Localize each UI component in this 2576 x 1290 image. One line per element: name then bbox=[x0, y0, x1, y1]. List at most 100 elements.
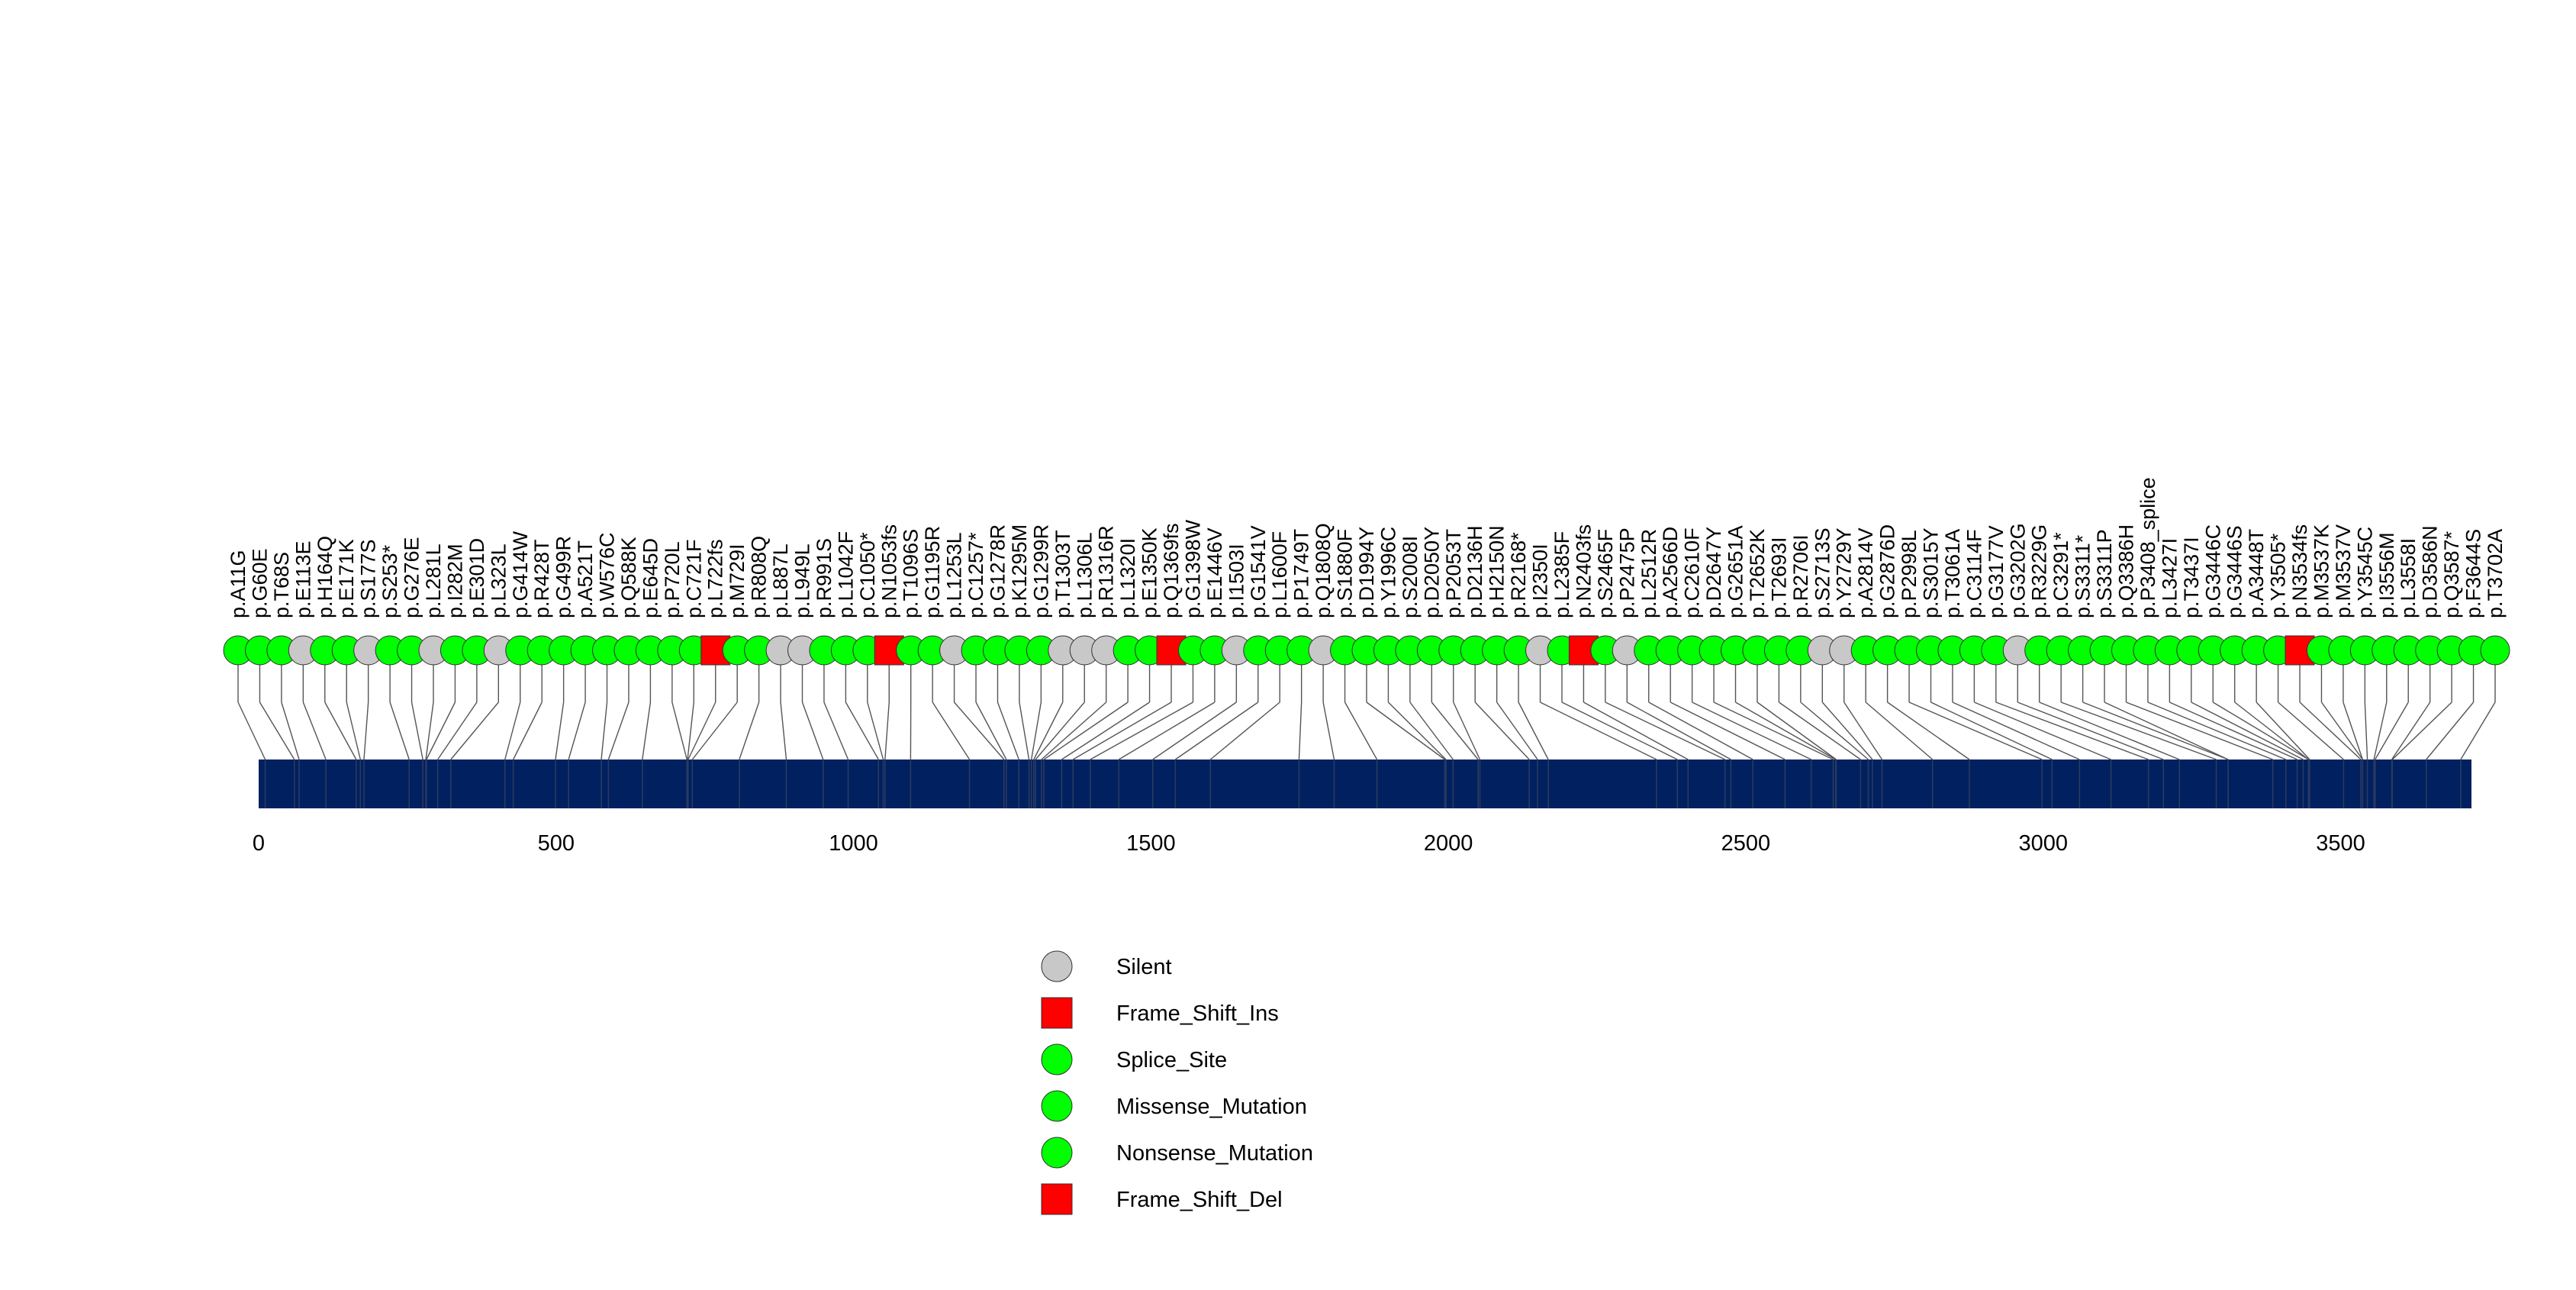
mutation-label: p.E301D bbox=[465, 538, 488, 618]
legend-label: Splice_Site bbox=[1116, 1048, 1227, 1072]
mutation-label: p.A2566D bbox=[1659, 527, 1682, 618]
connector-line bbox=[1322, 701, 1335, 760]
mutation-label: p.W576C bbox=[596, 532, 619, 618]
mutation-label: p.L722fs bbox=[704, 539, 727, 618]
connector-line bbox=[1908, 701, 2043, 760]
connector-line bbox=[932, 701, 971, 760]
connector-line bbox=[739, 701, 760, 760]
mutation-label: p.L3558I bbox=[2397, 538, 2420, 618]
mutation-label: p.L887L bbox=[769, 543, 792, 618]
mutation-label: p.Y2729Y bbox=[1833, 527, 1856, 618]
connector-line bbox=[997, 701, 1019, 760]
mutation-label: p.G3446S bbox=[2223, 525, 2246, 618]
x-axis: 0 500 1000 1500 2000 2500 3000 3500 bbox=[253, 831, 2365, 856]
mutation-label: p.A11G bbox=[227, 550, 250, 618]
mutation-label: p.G499R bbox=[552, 536, 575, 618]
mutation-label: p.T3702A bbox=[2484, 529, 2507, 618]
connector-line bbox=[801, 701, 824, 760]
mutation-marker-circle bbox=[2480, 635, 2510, 666]
connector-line bbox=[867, 701, 884, 760]
mutation-label: p.I3556M bbox=[2375, 532, 2398, 618]
mutation-label: p.G2651A bbox=[1724, 525, 1747, 618]
legend-label: Silent bbox=[1116, 955, 1172, 979]
mutation-label: p.A2814V bbox=[1854, 527, 1877, 618]
mutation-label: p.S3311* bbox=[2072, 534, 2095, 618]
connector-line bbox=[281, 701, 300, 760]
connector-line bbox=[2343, 701, 2364, 760]
mutation-label: p.Q1369fs bbox=[1160, 523, 1183, 618]
connector-line bbox=[823, 701, 849, 760]
connector-line bbox=[1821, 701, 1873, 760]
mutation-label: p.P3408_splice bbox=[2136, 477, 2159, 618]
mutation-label: p.R1316R bbox=[1095, 525, 1118, 618]
connector-line bbox=[2039, 701, 2180, 760]
connector-line bbox=[1041, 701, 1107, 760]
connector-line bbox=[555, 701, 565, 760]
connector-line bbox=[642, 701, 652, 760]
mutation-label: p.R808Q bbox=[748, 536, 771, 618]
connector-line bbox=[975, 701, 1007, 760]
connector-line bbox=[687, 701, 716, 760]
mutation-label: p.P720L bbox=[661, 541, 684, 618]
mutation-label: p.L2385F bbox=[1550, 531, 1573, 618]
connector-line bbox=[1626, 701, 1731, 760]
protein-bar-position-marks bbox=[264, 759, 2462, 808]
connector-line bbox=[1974, 701, 2111, 760]
connector-line bbox=[259, 701, 295, 760]
mutation-label: p.H164Q bbox=[314, 536, 336, 618]
mutation-label: p.Y3505* bbox=[2267, 533, 2290, 618]
mutation-label: p.G2876D bbox=[1876, 524, 1899, 618]
connector-line bbox=[389, 701, 410, 760]
mutation-label: p.R428T bbox=[530, 539, 553, 618]
mutation-label: p.L323L bbox=[487, 543, 510, 618]
mutation-label: p.D1994Y bbox=[1355, 527, 1378, 618]
connector-line bbox=[2364, 701, 2368, 760]
mutation-label: p.C1050* bbox=[856, 532, 879, 618]
mutation-label: p.L281L bbox=[422, 543, 445, 618]
mutation-label: p.T2693I bbox=[1767, 537, 1790, 618]
mutation-label: p.S2008I bbox=[1399, 536, 1422, 618]
connector-line bbox=[1843, 701, 1883, 760]
connector-line bbox=[1995, 701, 2149, 760]
connector-line bbox=[1474, 701, 1530, 760]
mutation-label: p.I1503I bbox=[1225, 543, 1248, 618]
connector-line bbox=[1952, 701, 2080, 760]
connector-line bbox=[1118, 701, 1216, 760]
connector-line bbox=[1800, 701, 1869, 760]
mutation-label: p.M3537K bbox=[2310, 524, 2333, 618]
mutation-markers bbox=[223, 635, 2510, 666]
legend-circle-icon bbox=[1041, 1137, 1073, 1169]
mutation-label: p.S3311P bbox=[2093, 529, 2116, 618]
mutation-label: p.G3202G bbox=[2006, 523, 2029, 618]
legend-circle-icon bbox=[1041, 950, 1073, 982]
mutation-label: p.T3437I bbox=[2180, 537, 2203, 618]
connector-line bbox=[450, 701, 499, 760]
connector-line bbox=[1209, 701, 1280, 760]
connector-line bbox=[568, 701, 586, 760]
mutation-label: p.L1600F bbox=[1268, 531, 1291, 618]
mutation-label: p.G1299R bbox=[1029, 524, 1052, 618]
connector-line bbox=[2391, 701, 2452, 760]
connector-line bbox=[2320, 701, 2363, 760]
connector-line bbox=[2191, 701, 2304, 760]
connector-line bbox=[2256, 701, 2310, 760]
mutation-label: p.P2475P bbox=[1615, 527, 1638, 618]
x-tick-label: 500 bbox=[538, 831, 575, 856]
connector-line bbox=[2426, 701, 2475, 760]
connector-line bbox=[2391, 701, 2431, 760]
legend-label: Frame_Shift_Del bbox=[1116, 1188, 1283, 1212]
mutation-label: p.P2998L bbox=[1898, 530, 1921, 618]
connector-line bbox=[1035, 701, 1085, 760]
connector-line bbox=[1605, 701, 1725, 760]
mutation-label: p.I2350I bbox=[1529, 543, 1552, 618]
mutation-label: p.R3229G bbox=[2028, 524, 2051, 618]
connector-line bbox=[1366, 701, 1445, 760]
connector-line bbox=[1033, 701, 1064, 760]
mutation-label: p.L2512R bbox=[1637, 529, 1660, 618]
connector-line bbox=[780, 701, 787, 760]
x-tick-label: 1500 bbox=[1126, 831, 1176, 856]
mutation-label: p.E1350K bbox=[1138, 527, 1161, 618]
connector-line bbox=[1865, 701, 1934, 760]
mutation-label: p.Y3545C bbox=[2353, 527, 2376, 618]
